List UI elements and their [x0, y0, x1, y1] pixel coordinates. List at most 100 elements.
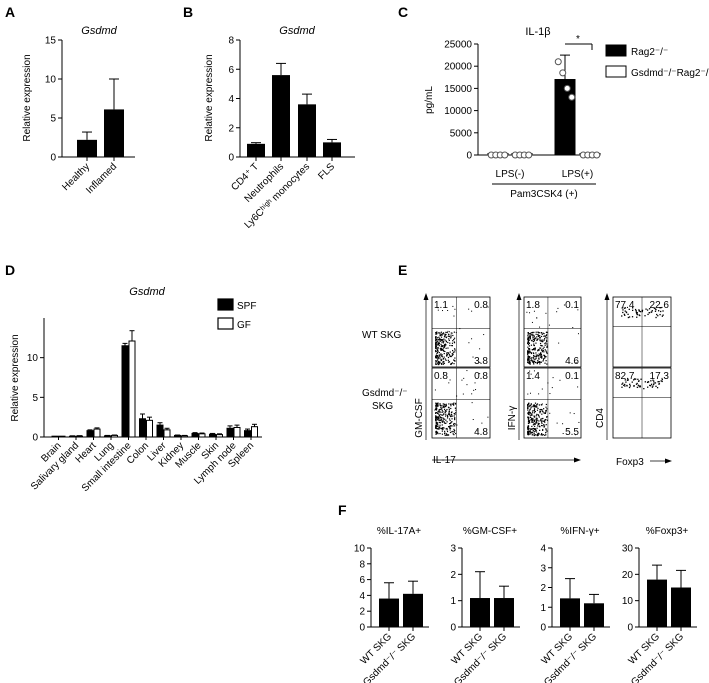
panel-e-event — [650, 311, 653, 313]
panel-e-event — [527, 339, 530, 341]
panel-e-event — [536, 317, 538, 319]
panel-e-event — [436, 337, 439, 339]
panel-e-event — [438, 409, 440, 412]
panel-e-event — [631, 309, 634, 312]
panel-e-event — [531, 425, 533, 428]
panel-e-event — [536, 403, 539, 405]
panel-e-event — [435, 404, 437, 406]
panel-e-event — [527, 357, 529, 359]
panel-c-group-label: Pam3CSK4 (+) — [510, 189, 578, 200]
panel-e-event — [436, 332, 438, 334]
panel-e-event — [471, 338, 473, 340]
panel-e-event — [545, 350, 547, 352]
panel-e-event — [447, 347, 449, 349]
panel-e-event — [532, 419, 534, 422]
panel-e-event — [543, 358, 545, 360]
panel-e-event — [535, 422, 537, 424]
panel-e-event — [454, 419, 456, 421]
panel-e-event — [471, 310, 473, 312]
panel-e-event — [454, 417, 456, 419]
panel-e-event — [454, 348, 456, 350]
panel-e-event — [454, 423, 456, 425]
panel-f-y-tick-label: 2 — [540, 583, 546, 594]
panel-e-event — [438, 355, 441, 357]
panel-e-event — [530, 358, 533, 360]
panel-e-event — [528, 421, 531, 424]
panel-e-facs-frame — [523, 367, 582, 439]
panel-e-event — [528, 356, 530, 358]
panel-e-event — [542, 340, 544, 342]
panel-e-event — [441, 334, 443, 336]
panel-e-event — [442, 333, 444, 335]
panel-e-event — [536, 434, 539, 437]
panel-e-event — [435, 427, 437, 429]
panel-e-event — [539, 336, 541, 338]
panel-e-event — [544, 421, 546, 423]
panel-e-y-arrowhead — [423, 293, 429, 300]
panel-e-event — [527, 425, 530, 427]
panel-e-event — [540, 424, 543, 427]
panel-e-event — [455, 411, 457, 414]
panel-e-event — [531, 348, 533, 351]
panel-e-event — [526, 311, 528, 313]
panel-e-event — [452, 430, 454, 432]
panel-e-quadrant-value: 1.8 — [526, 300, 540, 311]
panel-e-event — [635, 378, 637, 380]
panel-e-event — [535, 420, 538, 422]
panel-e-dot-cloud — [527, 370, 580, 437]
panel-e-event — [440, 355, 442, 357]
panel-e-event — [656, 313, 658, 316]
panel-e-event — [531, 357, 533, 359]
panel-e-event — [436, 427, 438, 430]
panel-e-event — [541, 357, 543, 359]
panel-e-event — [454, 425, 456, 427]
panel-e-event — [437, 307, 439, 309]
panel-e-event — [529, 392, 531, 394]
panel-e-event — [450, 405, 452, 407]
panel-f-y-tick-label: 10 — [354, 544, 366, 555]
panel-e-event — [444, 358, 447, 360]
panel-e-event — [527, 353, 529, 355]
panel-e-event — [651, 310, 653, 312]
panel-e-event — [528, 434, 530, 436]
panel-e-event — [451, 403, 454, 405]
panel-e-event — [443, 347, 445, 349]
panel-b-bar — [272, 75, 290, 157]
panel-e-event — [435, 332, 437, 334]
panel-e-event — [546, 430, 548, 432]
panel-e-event — [532, 404, 534, 406]
panel-e-event — [532, 340, 535, 343]
panel-e-event — [531, 428, 533, 431]
panel-e-event — [532, 338, 534, 341]
panel-a-bar — [104, 109, 124, 157]
panel-e-event — [533, 404, 535, 406]
panel-b-title: Gsdmd — [279, 25, 315, 37]
panel-e-event — [528, 433, 530, 435]
panel-e-event — [444, 339, 446, 341]
panel-e-event — [635, 311, 638, 313]
panel-e-quadrant-value: 0.8 — [474, 371, 488, 382]
panel-e-event — [537, 425, 539, 427]
panel-e-event — [536, 362, 538, 365]
panel-letter-e: E — [398, 262, 407, 278]
panel-e-event — [442, 414, 444, 416]
panel-e-event — [438, 417, 440, 420]
panel-e-event — [533, 360, 536, 363]
panel-e-event — [450, 403, 452, 406]
panel-d-bar — [181, 435, 188, 438]
panel-e-event — [529, 370, 531, 372]
panel-e-event — [556, 422, 558, 424]
panel-e-event — [637, 384, 640, 386]
panel-e-event — [445, 347, 447, 349]
panel-e-event — [650, 380, 652, 382]
panel-e-event — [628, 386, 631, 389]
panel-e-event — [449, 426, 451, 428]
panel-e-event — [527, 348, 530, 350]
panel-e-event — [527, 409, 529, 411]
panel-e-event — [446, 352, 449, 354]
panel-e-event — [435, 431, 437, 434]
panel-e-event — [445, 419, 447, 421]
panel-e-event — [479, 373, 481, 375]
